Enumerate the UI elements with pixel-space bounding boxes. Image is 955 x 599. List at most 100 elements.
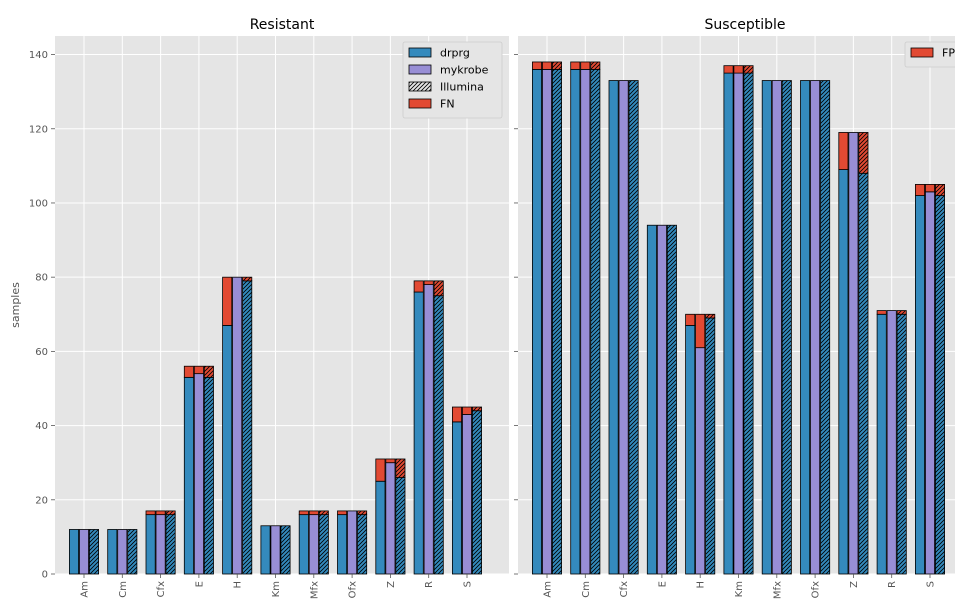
bar-error-mykrobe-e (193, 365, 204, 375)
bar-error-mykrobe-s (925, 184, 936, 193)
bar-drprg-e (183, 376, 194, 575)
bar-error-drprg-am (532, 61, 543, 70)
panel-resistant: 0 20 40 60 80 100 120 140 Am Cm Cfx E H Km Mfx Ofx Z R S Re… (9, 17, 509, 599)
bar-drprg-cfx (608, 80, 619, 575)
bar-mykrobe-z (848, 132, 859, 575)
bar-error-hatch-am (552, 61, 562, 70)
bar-error-hatch-z (395, 458, 405, 478)
bar-hatch-am (89, 529, 99, 574)
bar-hatch-r (897, 314, 907, 574)
bar-drprg-am (69, 529, 80, 575)
bar-hatch-mfx (782, 80, 792, 574)
x-tick-label: H (233, 581, 244, 589)
bar-hatch-z (395, 477, 405, 574)
bar-error-hatch-cfx (166, 510, 176, 515)
bar-drprg-r (413, 291, 424, 575)
y-tick-label: 120 (29, 124, 48, 135)
chart-title: Resistant (250, 17, 315, 33)
bar-error-drprg-r (413, 280, 424, 293)
bar-mykrobe-mfx (308, 514, 319, 575)
bar-hatch-s (472, 410, 482, 574)
bar-error-hatch-r (897, 310, 907, 315)
x-tick-label: Km (734, 581, 745, 597)
legend-label-fn: FN (440, 98, 455, 111)
bar-mykrobe-km (270, 525, 281, 575)
bar-drprg-z (375, 480, 386, 575)
x-tick-label: Mfx (772, 581, 783, 599)
bar-error-drprg-s (451, 406, 462, 423)
bar-error-hatch-ofx (357, 510, 367, 515)
legend-swatch-drprg (408, 47, 432, 58)
bar-error-hatch-h (242, 277, 252, 281)
bar-mykrobe-am (79, 529, 90, 575)
bar-hatch-h (705, 317, 715, 574)
bar-error-drprg-cfx (145, 510, 156, 516)
y-axis-label: samples (9, 282, 22, 328)
bar-error-drprg-cm (570, 61, 581, 70)
bar-drprg-h (685, 325, 696, 575)
bar-hatch-s (935, 195, 945, 574)
bar-hatch-e (204, 377, 214, 574)
bar-drprg-cm (570, 68, 581, 575)
bar-mykrobe-h (695, 347, 706, 575)
bar-mykrobe-e (656, 224, 667, 575)
x-tick-label: Cm (118, 581, 129, 598)
panel-susceptible: Am Cm Cfx E H Km Mfx Ofx Z R S Susceptible FP (514, 17, 955, 599)
bar-error-drprg-r (876, 310, 887, 315)
x-tick-label: E (194, 581, 205, 587)
x-tick-label: S (463, 581, 474, 587)
bar-drprg-e (646, 224, 657, 575)
bar-error-drprg-km (723, 65, 734, 74)
legend-label-illumina: Illumina (440, 81, 484, 94)
x-tick-label: Z (386, 581, 397, 588)
bar-mykrobe-h (232, 276, 243, 575)
bar-error-mykrobe-mfx (308, 510, 319, 516)
bar-drprg-cfx (145, 514, 156, 575)
bar-error-hatch-r (434, 280, 444, 296)
x-tick-label: Ofx (348, 581, 359, 598)
x-tick-label: R (887, 581, 898, 588)
bar-error-mykrobe-r (423, 280, 434, 285)
bar-hatch-km (280, 525, 291, 574)
bar-mykrobe-am (542, 68, 553, 575)
bar-error-mykrobe-cfx (155, 510, 166, 516)
bar-hatch-cfx (629, 80, 639, 574)
x-tick-label: Mfx (309, 581, 320, 599)
x-tick-label: E (657, 581, 668, 587)
bar-mykrobe-s (461, 414, 472, 575)
bar-error-hatch-mfx (319, 510, 329, 515)
bar-drprg-h (222, 325, 233, 575)
bar-drprg-mfx (761, 80, 772, 575)
bar-mykrobe-r (423, 284, 434, 575)
bar-drprg-km (723, 72, 734, 575)
bar-mykrobe-e (193, 373, 204, 575)
legend-swatch-mykrobe (408, 64, 432, 75)
x-tick-label: Am (543, 581, 554, 598)
x-tick-label: S (926, 581, 937, 587)
bar-drprg-cm (107, 529, 118, 575)
x-tick-label: Km (271, 581, 282, 597)
bar-mykrobe-km (733, 72, 744, 575)
bar-error-drprg-h (222, 276, 233, 326)
x-tick-label: R (424, 581, 435, 588)
bar-error-hatch-s (472, 407, 482, 411)
y-tick-label: 20 (35, 495, 48, 506)
bar-error-drprg-mfx (298, 510, 309, 516)
bar-error-drprg-e (183, 365, 194, 378)
bar-drprg-am (532, 68, 543, 575)
y-tick-label: 80 (35, 273, 48, 284)
bar-drprg-km (260, 525, 271, 575)
bar-error-mykrobe-z (385, 458, 396, 464)
bar-hatch-z (858, 173, 868, 574)
bar-error-drprg-h (685, 313, 696, 326)
bar-error-mykrobe-s (461, 406, 472, 415)
x-tick-label: Cfx (156, 581, 167, 598)
bar-error-mykrobe-am (542, 61, 553, 70)
bar-error-drprg-z (375, 458, 386, 482)
legend-label-drprg: drprg (440, 47, 470, 60)
x-tick-label: Ofx (811, 581, 822, 598)
bar-error-mykrobe-h (695, 313, 706, 349)
bar-mykrobe-z (385, 462, 396, 575)
bar-mykrobe-cm (580, 68, 591, 575)
